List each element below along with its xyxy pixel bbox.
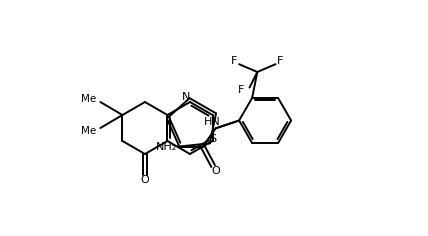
Text: NH₂: NH₂: [156, 142, 178, 152]
Text: F: F: [231, 56, 237, 66]
Text: O: O: [212, 166, 220, 176]
Text: F: F: [277, 56, 284, 66]
Text: HN: HN: [204, 117, 221, 127]
Text: O: O: [140, 175, 149, 185]
Text: S: S: [209, 134, 216, 144]
Text: N: N: [182, 92, 190, 102]
Text: F: F: [238, 84, 245, 95]
Text: Me: Me: [81, 94, 96, 104]
Text: Me: Me: [81, 126, 96, 136]
